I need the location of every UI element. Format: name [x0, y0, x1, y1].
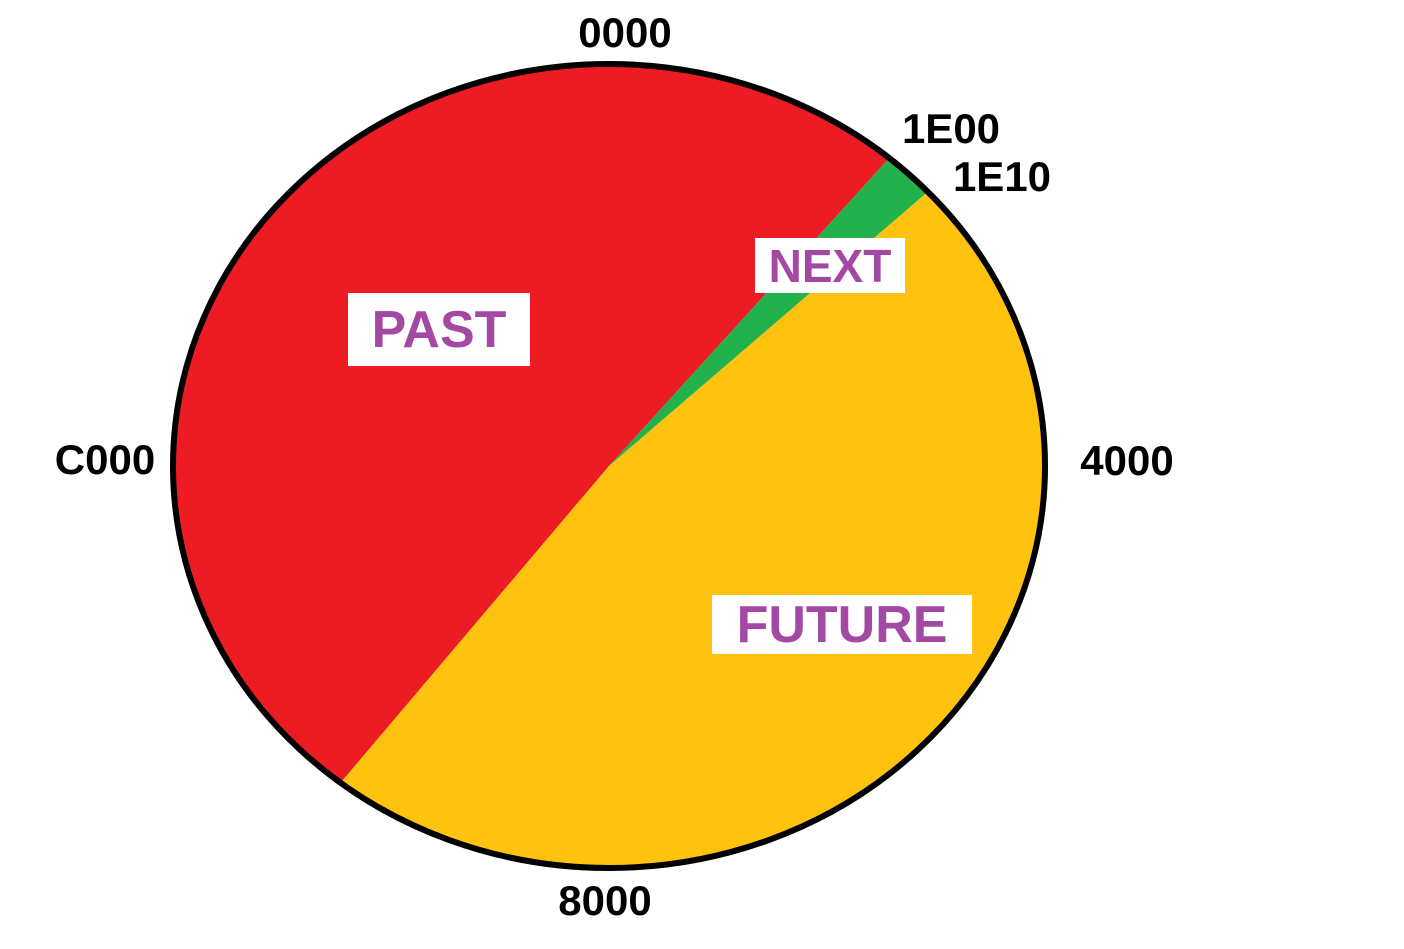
segment-future-wedge — [340, 191, 1046, 869]
tick-label-c000: C000 — [54, 436, 156, 483]
segment-label-past: PAST — [348, 293, 530, 366]
tick-label-0000: 0000 — [578, 9, 672, 56]
tick-label-4000: 4000 — [1080, 437, 1174, 484]
circle-outline — [170, 61, 1048, 871]
segment-next-wedge — [609, 158, 928, 466]
segment-label-future: FUTURE — [712, 595, 972, 654]
segment-past-wedge — [172, 63, 890, 783]
tick-label-1e10: 1E10 — [952, 153, 1052, 200]
tick-label-1e00: 1E00 — [901, 105, 1001, 152]
tick-label-8000: 8000 — [558, 877, 652, 924]
segment-label-next: NEXT — [755, 238, 905, 293]
